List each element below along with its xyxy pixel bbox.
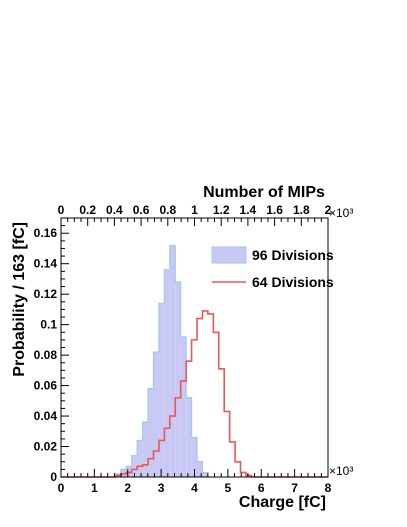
y-tick-label-7: 0.14 xyxy=(34,257,58,271)
y-tick-label-6: 0.12 xyxy=(34,287,58,301)
top-tick-label-1: 0.2 xyxy=(79,203,96,217)
series-outline-0 xyxy=(114,244,209,477)
histogram-bar-0-12 xyxy=(180,336,187,477)
histogram-bar-0-7 xyxy=(153,352,159,477)
top-tick-label-0: 0 xyxy=(58,203,65,217)
top-axis-exponent: ×10³ xyxy=(329,206,353,220)
y-tick-label-3: 0.06 xyxy=(34,379,58,393)
x-tick-label-6: 6 xyxy=(258,481,265,495)
top-tick-label-3: 0.6 xyxy=(133,203,150,217)
x-tick-label-4: 4 xyxy=(191,481,198,495)
top-tick-label-2: 0.4 xyxy=(106,203,123,217)
histogram-bar-0-8 xyxy=(158,303,165,477)
histogram-bar-0-9 xyxy=(164,269,170,477)
histogram-bar-0-11 xyxy=(175,281,181,477)
series-line-1 xyxy=(61,310,328,478)
histogram-bar-0-14 xyxy=(191,437,198,477)
y-axis-title: Probability / 163 [fC] xyxy=(11,222,28,377)
histogram-bar-0-4 xyxy=(137,440,143,477)
legend: 96 Divisions 64 Divisions xyxy=(211,246,334,290)
x-tick-label-3: 3 xyxy=(158,481,165,495)
x-tick-label-7: 7 xyxy=(291,481,298,495)
y-tick-label-1: 0.02 xyxy=(34,440,58,454)
top-tick-label-6: 1.2 xyxy=(213,203,230,217)
legend-swatch-0 xyxy=(211,246,247,264)
series-layer xyxy=(61,244,328,478)
y-tick-label-4: 0.08 xyxy=(34,348,58,362)
x-tick-label-2: 2 xyxy=(124,481,131,495)
histogram-bar-0-5 xyxy=(142,422,149,477)
x-axis-title: Charge [fC] xyxy=(239,494,326,511)
top-tick-label-9: 1.8 xyxy=(293,203,310,217)
legend-label-0: 96 Divisions xyxy=(252,247,334,263)
y-tick-label-2: 0.04 xyxy=(34,409,58,423)
x-tick-label-1: 1 xyxy=(91,481,98,495)
histogram-bar-0-10 xyxy=(169,245,176,477)
y-tick-label-8: 0.16 xyxy=(34,226,58,240)
histogram-bar-0-13 xyxy=(186,397,192,477)
top-tick-label-8: 1.6 xyxy=(266,203,283,217)
top-tick-label-4: 0.8 xyxy=(159,203,176,217)
top-tick-label-7: 1.4 xyxy=(240,203,257,217)
top-tick-label-10: 2 xyxy=(325,203,332,217)
top-axis-title: Number of MIPs xyxy=(203,184,325,201)
top-tick-label-5: 1 xyxy=(191,203,198,217)
x-axis-exponent: ×10³ xyxy=(329,464,353,478)
y-tick-label-5: 0.1 xyxy=(40,318,57,332)
histogram-bar-0-15 xyxy=(197,461,203,477)
x-tick-label-5: 5 xyxy=(225,481,232,495)
axes-layer: 0 1 2 3 4 5 6 7 8 0 0.2 0.4 0.6 0.8 1 1.2 1.4 1.6 1.8 2 0 0.0… xyxy=(34,203,332,495)
y-tick-label-0: 0 xyxy=(50,470,57,484)
histogram-bar-0-6 xyxy=(148,388,154,477)
legend-label-1: 64 Divisions xyxy=(252,274,334,290)
histogram-bar-0-3 xyxy=(131,455,138,477)
x-tick-label-8: 8 xyxy=(325,481,332,495)
histogram-bar-0-16 xyxy=(202,472,208,477)
x-tick-label-0: 0 xyxy=(58,481,65,495)
